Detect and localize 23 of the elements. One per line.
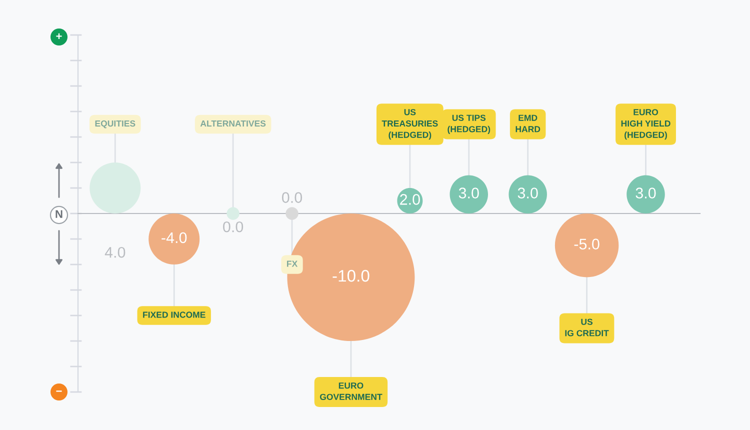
- text: +: [56, 33, 62, 39]
- data-label: -5.0: [574, 238, 600, 250]
- x-tick-label: EQUITIES: [95, 120, 136, 128]
- x-tick-label: EURO HIGH YIELD (HEDGED): [621, 109, 670, 140]
- data-label: 4.0: [104, 246, 126, 258]
- data-label: 3.0: [458, 188, 479, 198]
- data-label: 0.0: [282, 192, 302, 203]
- x-tick-label: ALTERNATIVES: [200, 120, 266, 127]
- data-label: 3.0: [636, 188, 656, 198]
- data-label: 3.0: [518, 188, 538, 198]
- x-tick-label: EMD HARD: [516, 114, 540, 132]
- data-label: 2.0: [400, 194, 420, 205]
- text: N: [56, 210, 62, 218]
- x-tick-label: EURO GOVERNMENT: [320, 382, 382, 400]
- data-label: -10.0: [332, 270, 370, 282]
- text: −: [56, 390, 62, 392]
- x-tick-label: US TREASURIES (HEDGED): [382, 109, 438, 140]
- data-label: 0.0: [223, 221, 244, 232]
- x-tick-label: FIXED INCOME: [143, 312, 206, 318]
- x-tick-label: US IG CREDIT: [565, 318, 609, 336]
- x-tick-label: FX: [287, 260, 298, 267]
- x-tick-label: US TIPS (HEDGED): [448, 114, 490, 134]
- data-label: -4.0: [162, 232, 187, 244]
